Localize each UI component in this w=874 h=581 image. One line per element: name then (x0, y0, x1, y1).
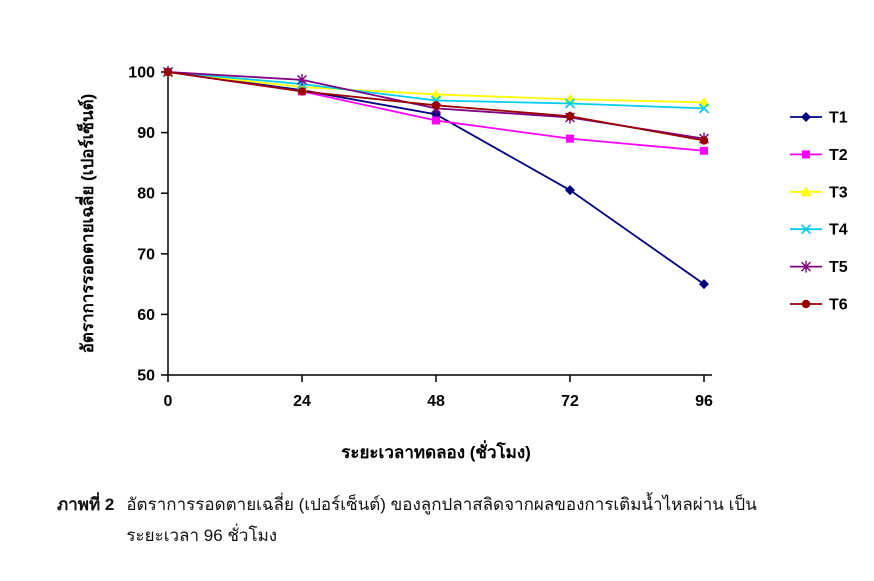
legend-marker-T5 (801, 260, 811, 273)
legend-marker-T6 (801, 299, 811, 309)
series-marker-T1 (565, 185, 575, 196)
series-marker-T6 (431, 101, 441, 110)
series-marker-T6 (163, 67, 173, 77)
figure-caption-label: ภาพที่ 2 (57, 495, 115, 514)
legend-marker-T4 (800, 224, 812, 235)
y-tick-label: 100 (128, 65, 155, 82)
legend-label-T5: T5 (829, 259, 848, 276)
series-marker-T2 (432, 116, 440, 125)
y-tick-label: 80 (137, 186, 155, 203)
series-marker-T5 (297, 73, 307, 86)
series-marker-T2 (566, 134, 574, 143)
y-tick-label: 70 (137, 246, 155, 263)
legend-marker-T2 (802, 150, 810, 159)
series-marker-T6 (565, 112, 575, 121)
y-tick-label: 60 (137, 307, 155, 324)
series-marker-T3 (430, 88, 442, 99)
legend-label-T3: T3 (829, 184, 848, 201)
legend-label-T1: T1 (829, 110, 848, 127)
survival-chart-svg: 50 60 70 80 90 100 0 24 48 72 96 อัตราการรอดตายเฉลี… (75, 65, 848, 463)
legend-label-T2: T2 (829, 147, 848, 164)
x-tick-label: 48 (427, 393, 445, 410)
x-tick-label: 72 (561, 393, 579, 410)
series-marker-T6 (297, 87, 307, 96)
legend-label-T6: T6 (829, 297, 848, 314)
series-marker-T3 (698, 96, 710, 107)
legend-marker-T1 (801, 112, 811, 122)
x-tick-label: 24 (293, 393, 311, 410)
y-axis-title: อัตราการรอดตายเฉลี่ย (เปอร์เซ็นต์) (75, 94, 97, 354)
x-tick-label: 96 (695, 393, 713, 410)
x-tick-label: 0 (164, 393, 173, 410)
series-marker-T4 (698, 103, 710, 114)
y-tick-label: 50 (137, 368, 155, 385)
figure-caption: ภาพที่ 2 อัตราการรอดตายเฉลี่ย (เปอร์เซ็น… (57, 490, 771, 551)
figure-caption-text: อัตราการรอดตายเฉลี่ย (เปอร์เซ็นต์) ของลู… (126, 495, 757, 545)
series-marker-T2 (700, 146, 708, 155)
legend-marker-T3 (800, 186, 812, 197)
legend-label-T4: T4 (829, 222, 848, 239)
series-marker-T1 (699, 279, 709, 290)
series-marker-T4 (564, 98, 576, 109)
series-marker-T6 (699, 136, 709, 145)
x-axis-title: ระยะเวลาทดลอง (ชั่วโมง) (341, 440, 531, 462)
y-tick-label: 90 (137, 125, 155, 142)
